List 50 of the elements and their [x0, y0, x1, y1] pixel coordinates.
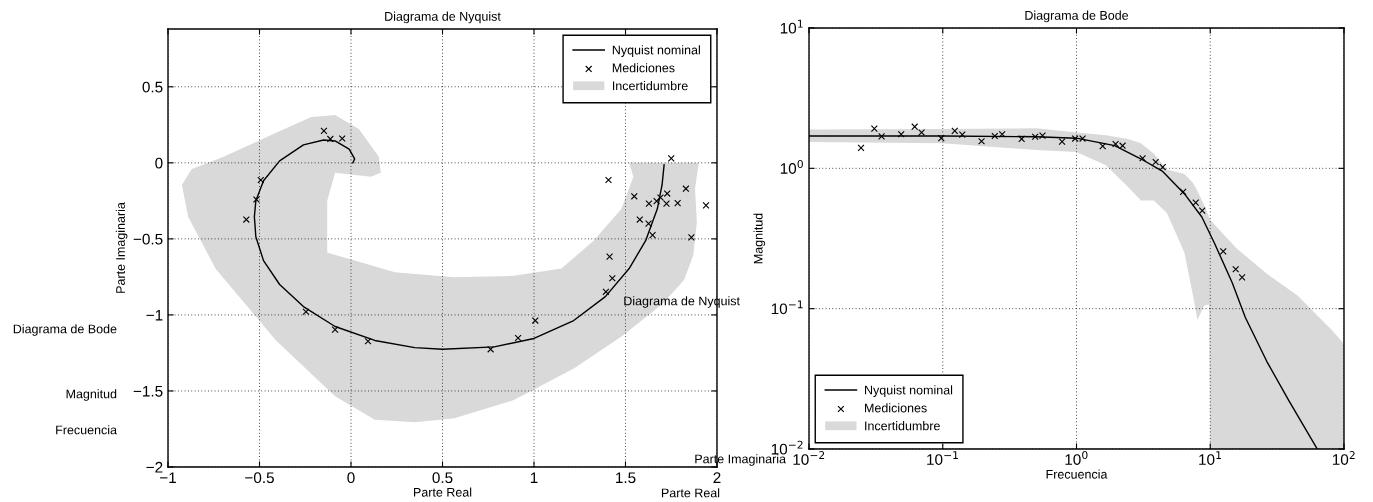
legend-label: Mediciones [612, 63, 675, 73]
point [302, 308, 310, 316]
legend-label: Mediciones [865, 403, 927, 413]
x-tick-label: 2 [713, 472, 721, 483]
x-axis-title: Frecuencia [1046, 469, 1108, 479]
point [604, 176, 612, 184]
y-tick-label: 10$^{0}$ [780, 159, 803, 174]
x-tick-label: 0.5 [432, 472, 453, 484]
point [702, 201, 710, 209]
y-tick-label: −1.5 [133, 385, 163, 397]
x-tick-label: −1 [160, 472, 176, 483]
y-tick-label: −1 [146, 309, 163, 321]
text: Diagrama de Bode [13, 324, 117, 336]
point [1018, 135, 1026, 143]
point [331, 326, 339, 334]
point [338, 134, 346, 143]
x-tick-label: −0.5 [245, 472, 274, 484]
point [674, 199, 682, 207]
chart-title: Diagrama de Nyquist [385, 11, 501, 24]
y-tick-label: 0.5 [142, 81, 163, 93]
x-tick-label: 10$^{−1}$ [927, 451, 958, 465]
x-axis-title: Parte Real [414, 487, 472, 497]
y-tick-label: −2 [146, 461, 163, 473]
text: Magnitud [66, 389, 117, 401]
x-tick-label: 10$^{2}$ [1332, 451, 1355, 465]
x-tick-label: 1 [530, 472, 538, 483]
point [636, 216, 644, 224]
legend-label: Nyquist nominal [865, 385, 953, 397]
point [1058, 138, 1066, 146]
point [649, 231, 657, 239]
text: Parte Real [661, 488, 720, 498]
legend-label: Incertidumbre [865, 421, 940, 431]
point [1152, 158, 1160, 166]
y-tick-label: 10$^{1}$ [780, 19, 803, 34]
y-tick-label: −0.5 [133, 233, 163, 245]
y-axis-title: Parte Imaginaria [115, 202, 128, 293]
y-tick-label: 10$^{−1}$ [771, 300, 803, 315]
legend-label: Nyquist nominal [612, 45, 700, 57]
point [663, 190, 671, 198]
chart-title: Diagrama de Bode [1025, 10, 1129, 23]
x-tick-label: 10$^{0}$ [1065, 451, 1088, 465]
y-tick-label: 0 [155, 157, 163, 169]
x-tick-label: 1.5 [616, 472, 636, 484]
point [978, 137, 986, 145]
y-axis-title: Magnitud [753, 213, 766, 264]
point [326, 135, 334, 143]
x-tick-label: 0 [347, 472, 355, 484]
text: Frecuencia [56, 425, 117, 435]
x-tick-label: 10$^{1}$ [1199, 451, 1221, 465]
legend-label: Incertidumbre [612, 81, 688, 91]
